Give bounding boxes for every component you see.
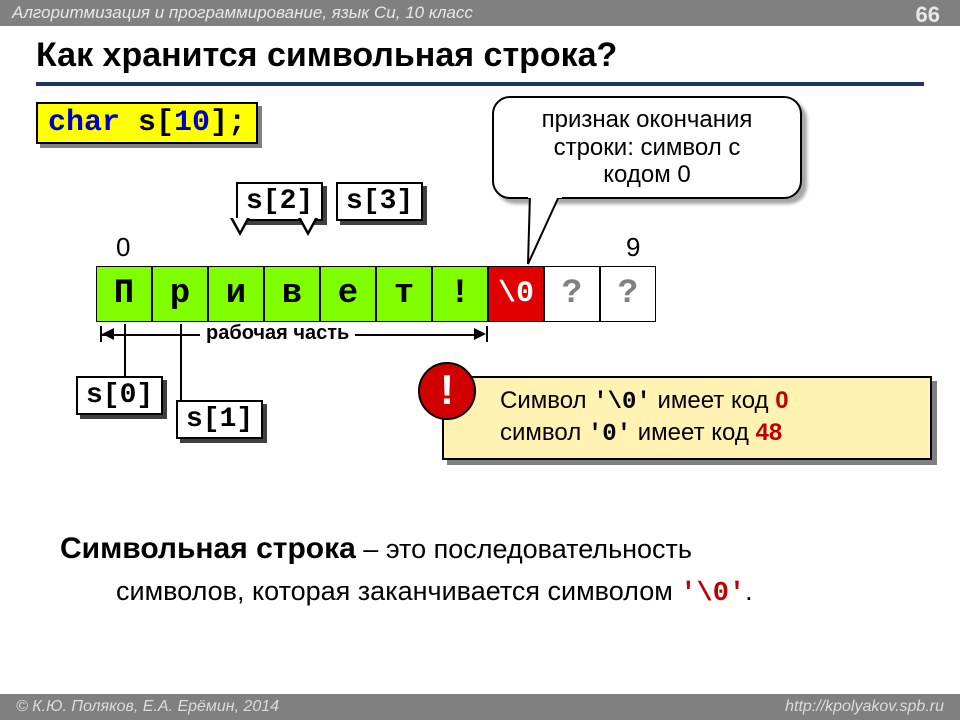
slide-title: Как хранится символьная строка? bbox=[36, 36, 617, 75]
info-l2d: 48 bbox=[756, 419, 783, 446]
cell-6: ! bbox=[432, 266, 488, 322]
declaration-box: char s[10]; bbox=[36, 102, 258, 144]
slide: Алгоритмизация и программирование, язык … bbox=[0, 0, 960, 720]
cell-1: р bbox=[152, 266, 208, 322]
kw-char: char bbox=[48, 106, 120, 140]
cell-9: ? bbox=[600, 266, 656, 322]
def-dot: . bbox=[745, 576, 753, 606]
def-r2: символов, которая заканчивается символом bbox=[116, 576, 680, 606]
footer-left: © К.Ю. Поляков, Е.А. Ерёмин, 2014 bbox=[16, 698, 279, 715]
tick-right bbox=[486, 326, 488, 342]
info-l1c: имеет код bbox=[651, 387, 775, 414]
tail-s3-inner bbox=[301, 218, 315, 231]
idx-9: 9 bbox=[626, 232, 640, 263]
cell-5: т bbox=[376, 266, 432, 322]
sbox-1: s[1] bbox=[176, 400, 263, 439]
speech-terminator: признак окончания строки: символ с кодом… bbox=[492, 96, 802, 199]
speech-l1: признак окончания bbox=[542, 106, 753, 133]
speech-tail-icon bbox=[490, 194, 570, 274]
info-l2a: символ bbox=[500, 419, 588, 446]
info-l1a: Символ bbox=[500, 387, 593, 414]
info-l1d: 0 bbox=[775, 387, 788, 414]
working-part-label: рабочая часть bbox=[200, 322, 355, 345]
def-r1: – это последовательность bbox=[356, 534, 692, 564]
arrowhead-right-icon bbox=[474, 328, 486, 340]
decl-b: ]; bbox=[210, 106, 246, 140]
definition: Символьная строка – это последовательнос… bbox=[60, 526, 900, 615]
sbox-2: s[2] bbox=[236, 182, 323, 221]
footer-bar: © К.Ю. Поляков, Е.А. Ерёмин, 2014 http:/… bbox=[0, 694, 960, 720]
info-l1b: '\0' bbox=[593, 389, 651, 416]
decl-num: 10 bbox=[174, 106, 210, 140]
speech-l2: строки: символ с bbox=[554, 134, 741, 161]
cell-4: е bbox=[320, 266, 376, 322]
info-l2c: имеет код bbox=[631, 419, 755, 446]
cell-8: ? bbox=[544, 266, 600, 322]
page-number: 66 bbox=[916, 2, 940, 28]
info-box: Символ '\0' имеет код 0 символ '0' имеет… bbox=[442, 376, 932, 460]
def-term: Символьная строка bbox=[60, 532, 356, 565]
info-l2b: '0' bbox=[588, 421, 631, 448]
array-row: П р и в е т ! \0 ? ? bbox=[96, 266, 656, 322]
arrowhead-left-icon bbox=[102, 328, 114, 340]
footer-right: http://kpolyakov.spb.ru bbox=[785, 694, 944, 720]
decl-a: s[ bbox=[120, 106, 174, 140]
def-nul: '\0' bbox=[680, 579, 745, 609]
cell-0: П bbox=[96, 266, 152, 322]
idx-0: 0 bbox=[116, 232, 130, 263]
conn-s0 bbox=[124, 324, 126, 376]
cell-3: в bbox=[264, 266, 320, 322]
cell-2: и bbox=[208, 266, 264, 322]
sbox-3: s[3] bbox=[336, 182, 423, 221]
conn-s1 bbox=[180, 324, 182, 400]
speech-l3: кодом 0 bbox=[603, 161, 690, 188]
cell-7: \0 bbox=[488, 266, 544, 322]
bang-circle: ! bbox=[418, 362, 476, 420]
title-rule bbox=[36, 82, 924, 86]
tail-s2-inner bbox=[233, 218, 247, 231]
course-label: Алгоритмизация и программирование, язык … bbox=[12, 3, 473, 22]
sbox-0: s[0] bbox=[76, 376, 163, 415]
header-bar: Алгоритмизация и программирование, язык … bbox=[0, 0, 960, 26]
